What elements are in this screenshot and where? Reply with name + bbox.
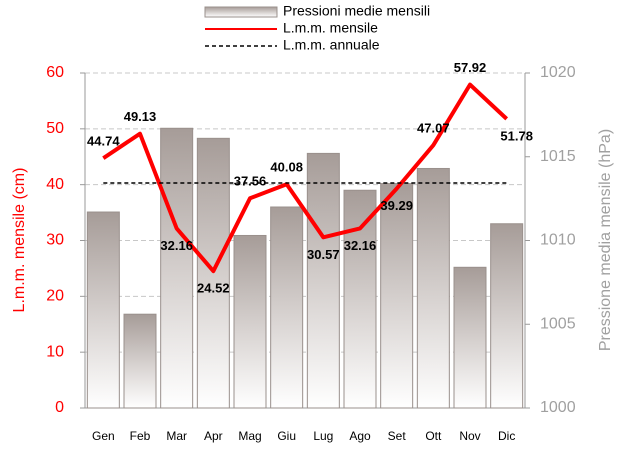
legend-label: L.m.m. annuale: [283, 37, 380, 53]
legend-label: Pressioni medie mensili: [283, 3, 430, 19]
x-tick-label: Mag: [238, 429, 261, 443]
bar: [270, 206, 304, 409]
x-tick-label: Ago: [349, 429, 371, 443]
bar: [196, 137, 230, 409]
data-label: 44.74: [87, 134, 120, 149]
x-tick-label: Mar: [166, 429, 187, 443]
y-tick-label: 10: [46, 343, 64, 360]
data-label: 49.13: [124, 109, 157, 124]
y2-tick-label: 1005: [540, 315, 576, 332]
data-label: 39.29: [380, 198, 413, 213]
x-tick-label: Nov: [459, 429, 480, 443]
y2-tick-label: 1000: [540, 399, 576, 416]
y2-axis-label: Pressione media mensile (hPa): [597, 129, 614, 351]
x-tick-label: Dic: [498, 429, 515, 443]
bar: [416, 167, 450, 409]
y2-tick-label: 1020: [540, 64, 576, 81]
bar: [453, 266, 487, 409]
bar: [490, 223, 524, 409]
data-label: 47.07: [417, 121, 450, 136]
x-tick-label: Apr: [204, 429, 223, 443]
y-tick-label: 50: [46, 120, 64, 137]
bar: [123, 313, 157, 409]
bar: [160, 127, 194, 409]
x-tick-label: Feb: [130, 429, 151, 443]
x-tick-label: Giu: [277, 429, 296, 443]
bar: [306, 152, 340, 409]
y-tick-label: 30: [46, 232, 64, 249]
data-label: 40.08: [270, 160, 303, 175]
data-label: 51.78: [500, 128, 533, 143]
y-tick-label: 60: [46, 64, 64, 81]
line: [102, 82, 509, 274]
x-tick-label: Gen: [92, 429, 115, 443]
bar: [86, 211, 120, 409]
x-tick-label: Lug: [313, 429, 333, 443]
x-tick-label: Set: [388, 429, 407, 443]
legend-label: L.m.m. mensile: [283, 20, 378, 36]
y-tick-label: 40: [46, 176, 64, 193]
data-label: 32.16: [344, 238, 377, 253]
data-label: 37.56: [234, 174, 267, 189]
y-tick-label: 20: [46, 288, 64, 305]
y-axis-label: L.m.m. mensile (cm): [11, 168, 28, 313]
data-label: 24.52: [197, 281, 230, 296]
data-label: 30.57: [307, 247, 340, 262]
bar: [233, 234, 267, 409]
bar: [343, 189, 377, 409]
legend-swatch: [204, 6, 278, 18]
y2-tick-label: 1010: [540, 232, 576, 249]
y-tick-label: 0: [55, 399, 64, 416]
x-tick-label: Ott: [425, 429, 442, 443]
data-label: 57.92: [454, 60, 487, 75]
bar: [380, 183, 414, 409]
y2-tick-label: 1015: [540, 148, 576, 165]
data-label: 32.16: [160, 238, 193, 253]
